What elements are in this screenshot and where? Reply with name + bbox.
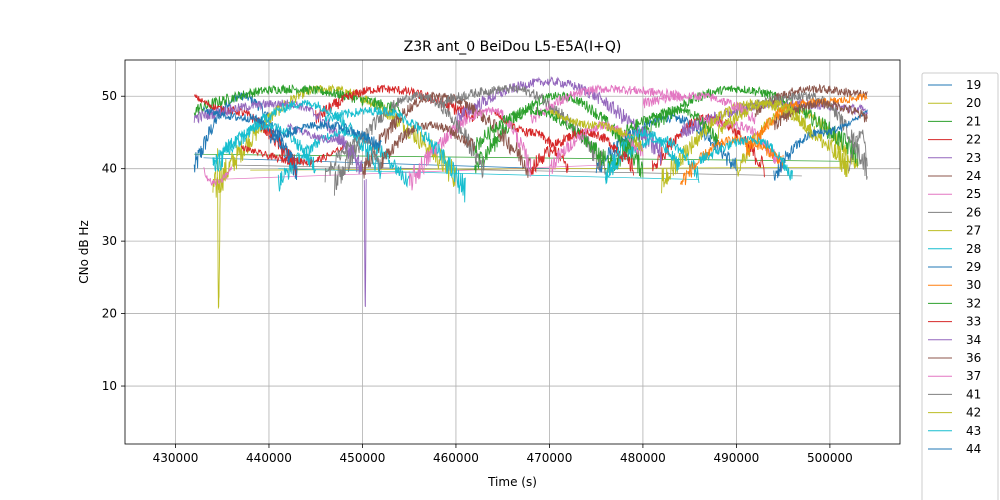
legend-label-26: 26 xyxy=(966,205,981,219)
series-layer xyxy=(193,76,868,309)
y-tick-label: 20 xyxy=(102,307,117,321)
x-tick-label: 440000 xyxy=(246,451,292,465)
y-tick-label: 40 xyxy=(102,162,117,176)
series-line-43 xyxy=(212,120,317,174)
series-line-41 xyxy=(848,129,868,172)
series-line-29 xyxy=(203,106,298,175)
series-connector xyxy=(203,157,550,170)
y-axis: 10 20 30 40 50 xyxy=(102,89,125,393)
legend-label-25: 25 xyxy=(966,187,981,201)
x-axis-label: Time (s) xyxy=(487,475,537,489)
series-line-26 xyxy=(436,83,606,175)
legend-label-36: 36 xyxy=(966,351,981,365)
series-line-33 xyxy=(530,128,635,176)
series-line-25 xyxy=(408,106,532,191)
series-line-42 xyxy=(717,98,812,139)
y-tick-label: 50 xyxy=(102,89,117,103)
series-line-43 xyxy=(605,127,681,183)
series-line-36 xyxy=(380,120,476,169)
series-line-22 xyxy=(492,109,569,174)
legend-label-44: 44 xyxy=(966,442,981,456)
legend-label-34: 34 xyxy=(966,333,981,347)
series-line-29 xyxy=(773,109,868,181)
series-line-27 xyxy=(661,98,850,194)
series-line-32 xyxy=(623,106,719,145)
x-tick-label: 470000 xyxy=(527,451,573,465)
series-line-23 xyxy=(455,76,663,165)
series-line-43 xyxy=(324,105,466,203)
legend-label-41: 41 xyxy=(966,387,981,401)
legend-box xyxy=(921,72,999,500)
series-connector xyxy=(231,164,802,177)
series-line-21 xyxy=(605,85,859,180)
x-tick-label: 490000 xyxy=(713,451,759,465)
legend-label-21: 21 xyxy=(966,114,981,128)
legend-label-20: 20 xyxy=(966,96,981,110)
series-line-37 xyxy=(642,91,756,125)
series-line-25 xyxy=(530,84,681,124)
legend-label-33: 33 xyxy=(966,315,981,329)
chart-title: Z3R ant_0 BeiDou L5-E5A(I+Q) xyxy=(404,39,622,55)
x-tick-label: 430000 xyxy=(153,451,199,465)
legend-label-27: 27 xyxy=(966,224,981,238)
x-tick-label: 450000 xyxy=(340,451,386,465)
series-line-34 xyxy=(363,179,367,307)
legend-label-29: 29 xyxy=(966,260,981,274)
x-tick-label: 500000 xyxy=(807,451,853,465)
legend-label-32: 32 xyxy=(966,296,981,310)
series-line-26 xyxy=(333,91,485,196)
series-line-22 xyxy=(193,93,298,176)
series-line-43 xyxy=(698,134,793,181)
x-tick-label: 460000 xyxy=(433,451,479,465)
series-line-26 xyxy=(735,91,868,180)
y-axis-label: CNo dB Hz xyxy=(77,220,91,284)
y-tick-label: 10 xyxy=(102,379,117,393)
legend-label-19: 19 xyxy=(966,78,981,92)
legend-label-30: 30 xyxy=(966,278,981,292)
x-tick-label: 480000 xyxy=(620,451,666,465)
series-line-21 xyxy=(193,84,401,117)
y-tick-label: 30 xyxy=(102,234,117,248)
x-axis: 430000 440000 450000 460000 470000 480000 4900… xyxy=(153,444,853,465)
legend-label-22: 22 xyxy=(966,133,981,147)
legend-label-24: 24 xyxy=(966,169,981,183)
legend: 19 20 21 22 23 24 25 26 27 28 29 30 32 33 34 36 37 41 42 43… xyxy=(921,72,999,500)
series-line-27 xyxy=(217,148,221,309)
series-line-36 xyxy=(773,98,868,131)
series-line-33 xyxy=(240,143,345,167)
plot-frame xyxy=(124,59,901,445)
legend-label-23: 23 xyxy=(966,151,981,165)
legend-label-28: 28 xyxy=(966,242,981,256)
legend-label-43: 43 xyxy=(966,424,981,438)
series-line-44 xyxy=(268,120,382,150)
series-line-24 xyxy=(754,83,868,118)
legend-label-42: 42 xyxy=(966,406,981,420)
series-line-41 xyxy=(324,134,382,183)
legend-label-37: 37 xyxy=(966,369,981,383)
plot-area xyxy=(193,76,868,309)
